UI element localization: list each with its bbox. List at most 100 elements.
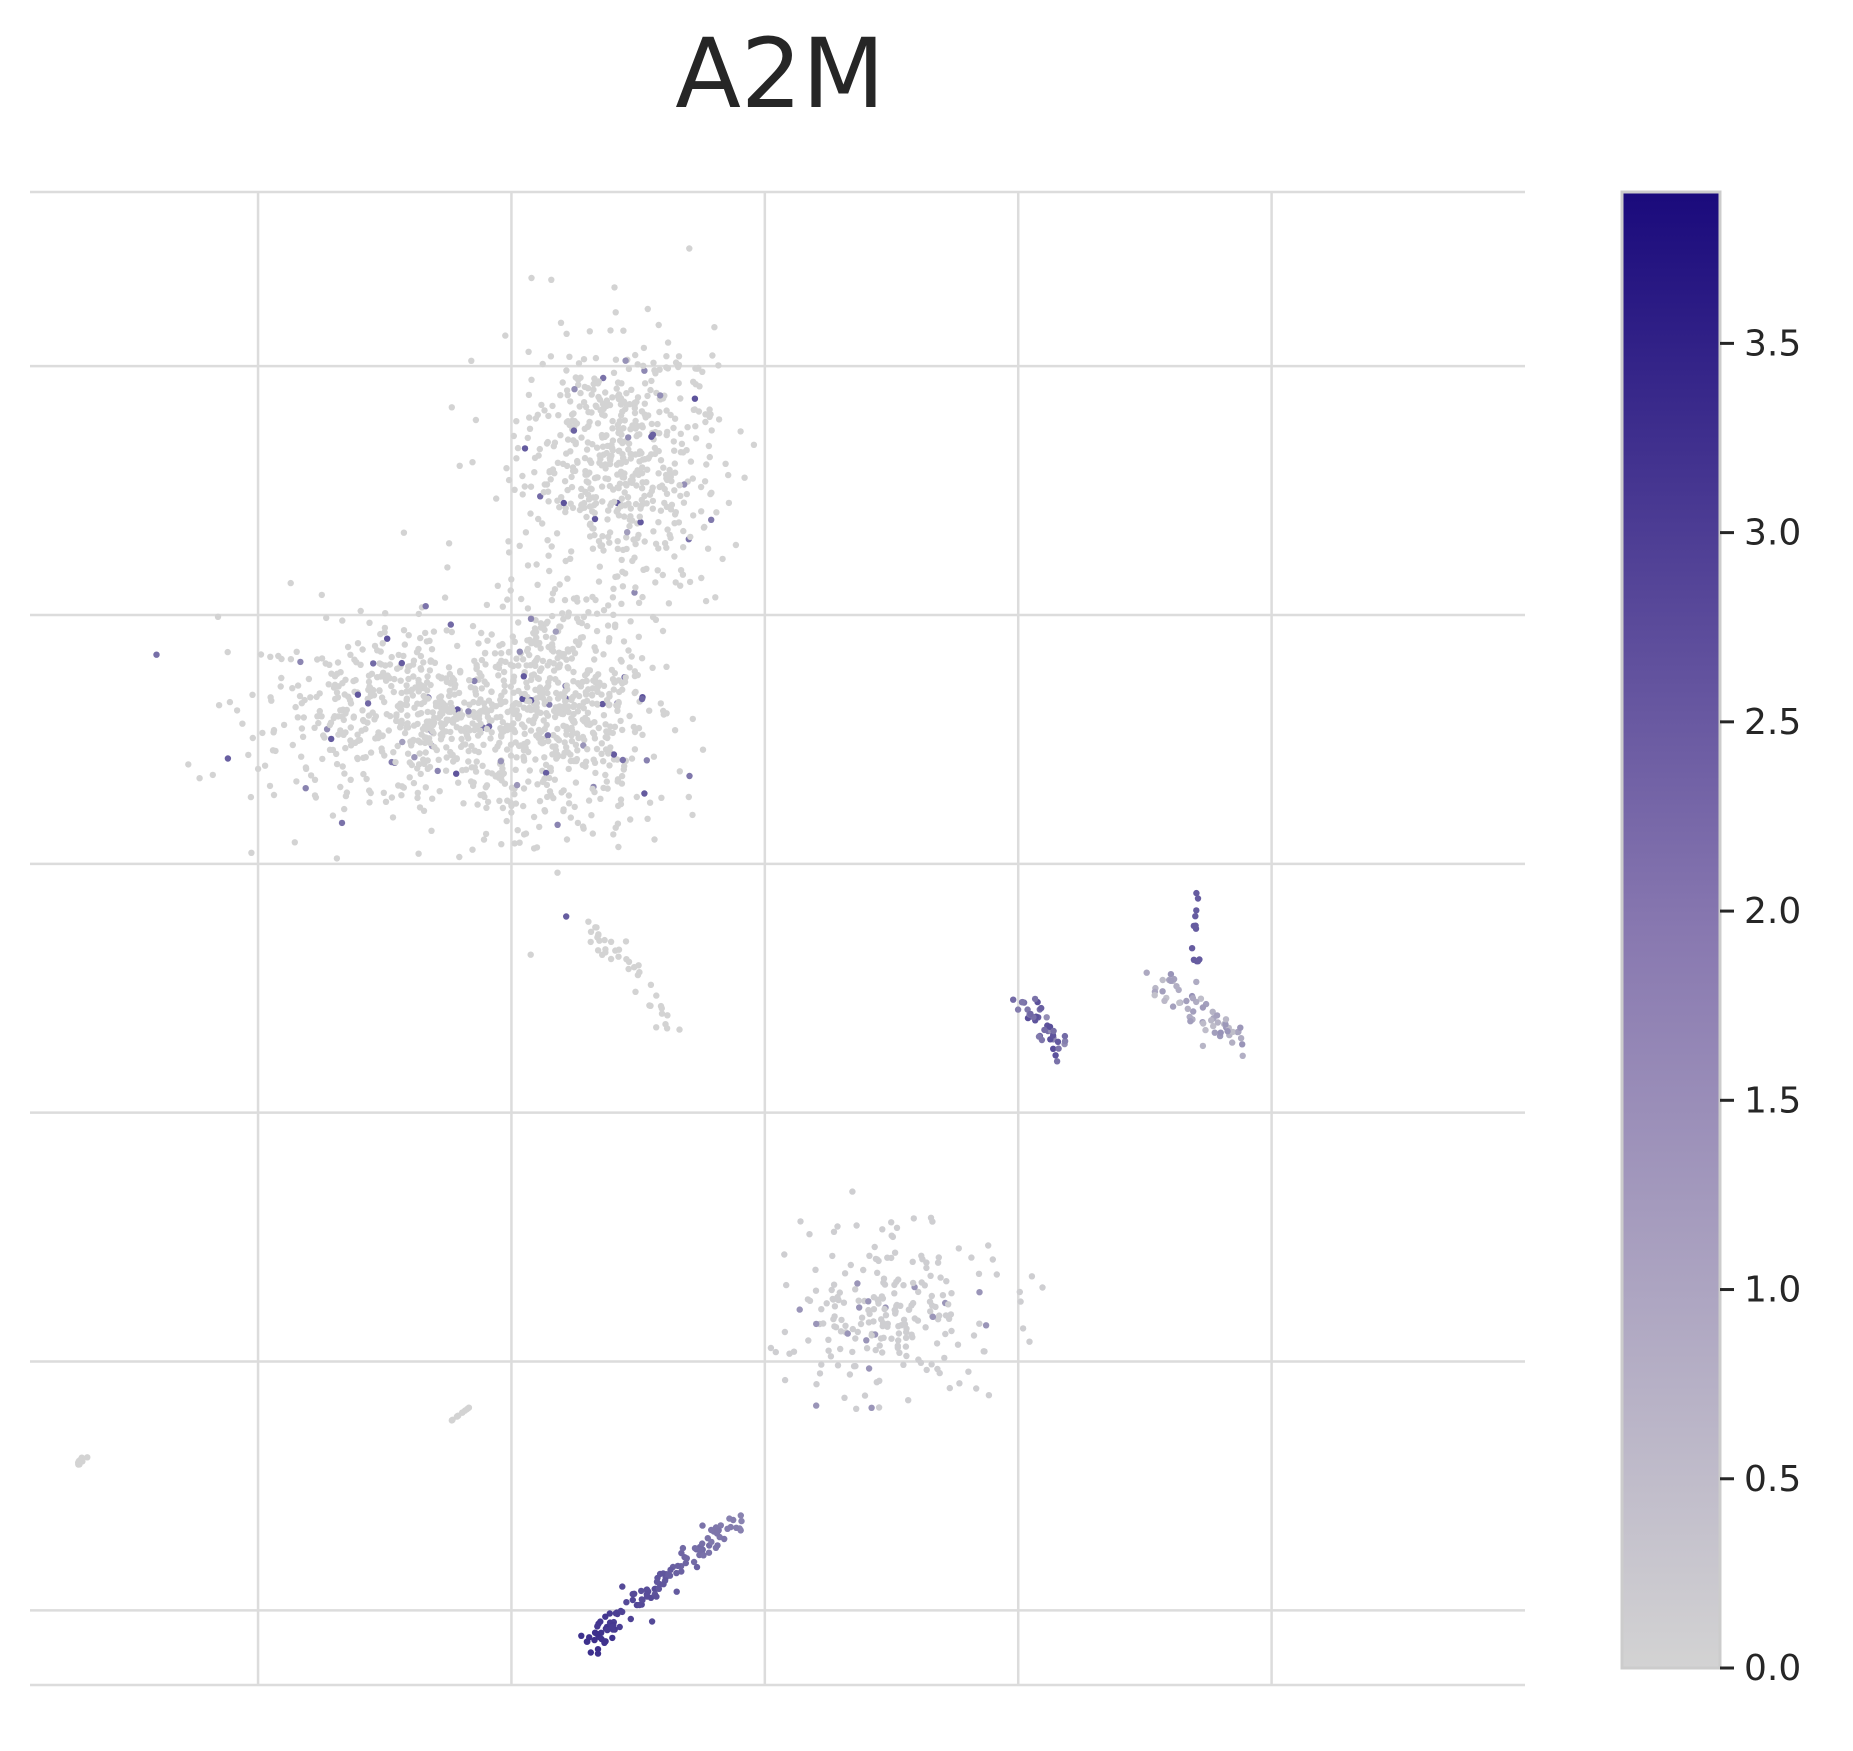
scatter-point	[631, 1590, 638, 1598]
scatter-point	[525, 778, 532, 785]
scatter-point	[500, 677, 507, 684]
scatter-point	[698, 574, 705, 582]
scatter-point	[480, 836, 488, 843]
scatter-point	[422, 749, 429, 756]
scatter-point	[614, 820, 622, 827]
scatter-point	[868, 1404, 875, 1412]
scatter-point	[609, 1634, 616, 1642]
scatter-point	[592, 769, 599, 777]
scatter-point	[868, 1332, 875, 1339]
scatter-point	[516, 542, 523, 549]
scatter-point	[520, 673, 527, 680]
scatter-point	[1229, 1028, 1237, 1036]
scatter-point	[454, 642, 461, 650]
scatter-point	[563, 913, 570, 920]
scatter-point	[651, 836, 658, 843]
scatter-point	[592, 354, 600, 362]
scatter-point	[399, 738, 406, 746]
scatter-point	[565, 609, 572, 616]
scatter-point	[1214, 1019, 1222, 1026]
scatter-point	[818, 1361, 825, 1368]
scatter-point	[609, 425, 616, 432]
scatter-point	[631, 409, 639, 417]
scatter-point	[871, 1243, 878, 1251]
scatter-point	[631, 668, 638, 675]
scatter-point	[879, 1226, 886, 1233]
scatter-point	[259, 729, 266, 737]
scatter-point	[635, 599, 643, 606]
scatter-point	[305, 675, 313, 683]
scatter-point	[504, 596, 511, 603]
scatter-point	[544, 618, 551, 625]
scatter-point	[1199, 1004, 1207, 1011]
scatter-point	[356, 736, 364, 744]
scatter-point	[1054, 1038, 1062, 1046]
scatter-point	[536, 823, 543, 831]
scatter-point	[488, 729, 495, 736]
scatter-point	[289, 741, 296, 749]
scatter-point	[533, 695, 540, 702]
scatter-point	[623, 956, 630, 963]
scatter-point	[293, 648, 300, 655]
scatter-point	[333, 760, 341, 768]
scatter-point	[557, 708, 564, 715]
scatter-point	[341, 805, 348, 813]
scatter-point	[437, 736, 445, 743]
scatter-point	[497, 725, 504, 732]
scatter-point	[483, 725, 491, 733]
scatter-point	[656, 366, 663, 373]
scatter-point	[634, 361, 641, 368]
scatter-point	[903, 1325, 910, 1332]
scatter-point	[532, 415, 539, 422]
scatter-point	[856, 1304, 863, 1311]
scatter-point	[593, 745, 601, 753]
scatter-point	[614, 545, 621, 552]
scatter-point	[600, 712, 608, 719]
scatter-point	[389, 814, 397, 821]
scatter-point	[268, 697, 275, 704]
scatter-point	[648, 420, 655, 428]
scatter-point	[678, 440, 686, 447]
scatter-point	[420, 659, 427, 666]
scatter-point	[863, 1345, 871, 1352]
scatter-point	[470, 708, 477, 716]
scatter-point	[697, 483, 705, 491]
scatter-point	[403, 682, 410, 689]
scatter-point	[635, 633, 642, 640]
scatter-point	[677, 430, 684, 437]
scatter-point	[976, 1320, 983, 1327]
scatter-point	[892, 1310, 899, 1317]
scatter-point	[385, 727, 392, 734]
scatter-point	[583, 446, 591, 453]
scatter-point	[909, 1258, 916, 1266]
scatter-point	[434, 767, 441, 775]
scatter-point	[591, 515, 599, 523]
scatter-point	[468, 357, 475, 364]
scatter-point	[896, 1349, 903, 1357]
scatter-point	[584, 709, 592, 716]
scatter-point	[504, 708, 511, 716]
scatter-point	[76, 1459, 83, 1466]
scatter-point	[614, 778, 621, 785]
scatter-point	[897, 1302, 904, 1310]
scatter-point	[480, 741, 487, 748]
scatter-point	[713, 509, 720, 516]
scatter-point	[337, 707, 344, 714]
scatter-point	[639, 464, 646, 471]
scatter-point	[665, 1571, 672, 1578]
scatter-point	[499, 603, 506, 610]
scatter-point	[671, 553, 678, 560]
scatter-point	[431, 659, 439, 666]
scatter-point	[417, 652, 425, 660]
scatter-point	[462, 725, 469, 732]
scatter-point	[454, 1413, 461, 1420]
scatter-point	[712, 594, 719, 601]
scatter-point	[592, 494, 600, 501]
scatter-point	[853, 1222, 860, 1229]
scatter-point	[652, 540, 660, 547]
scatter-point	[820, 1320, 827, 1327]
scatter-point	[583, 596, 590, 603]
scatter-point	[591, 1636, 598, 1644]
scatter-point	[909, 1299, 917, 1307]
colorbar-tick-label: 1.5	[1744, 1080, 1801, 1121]
